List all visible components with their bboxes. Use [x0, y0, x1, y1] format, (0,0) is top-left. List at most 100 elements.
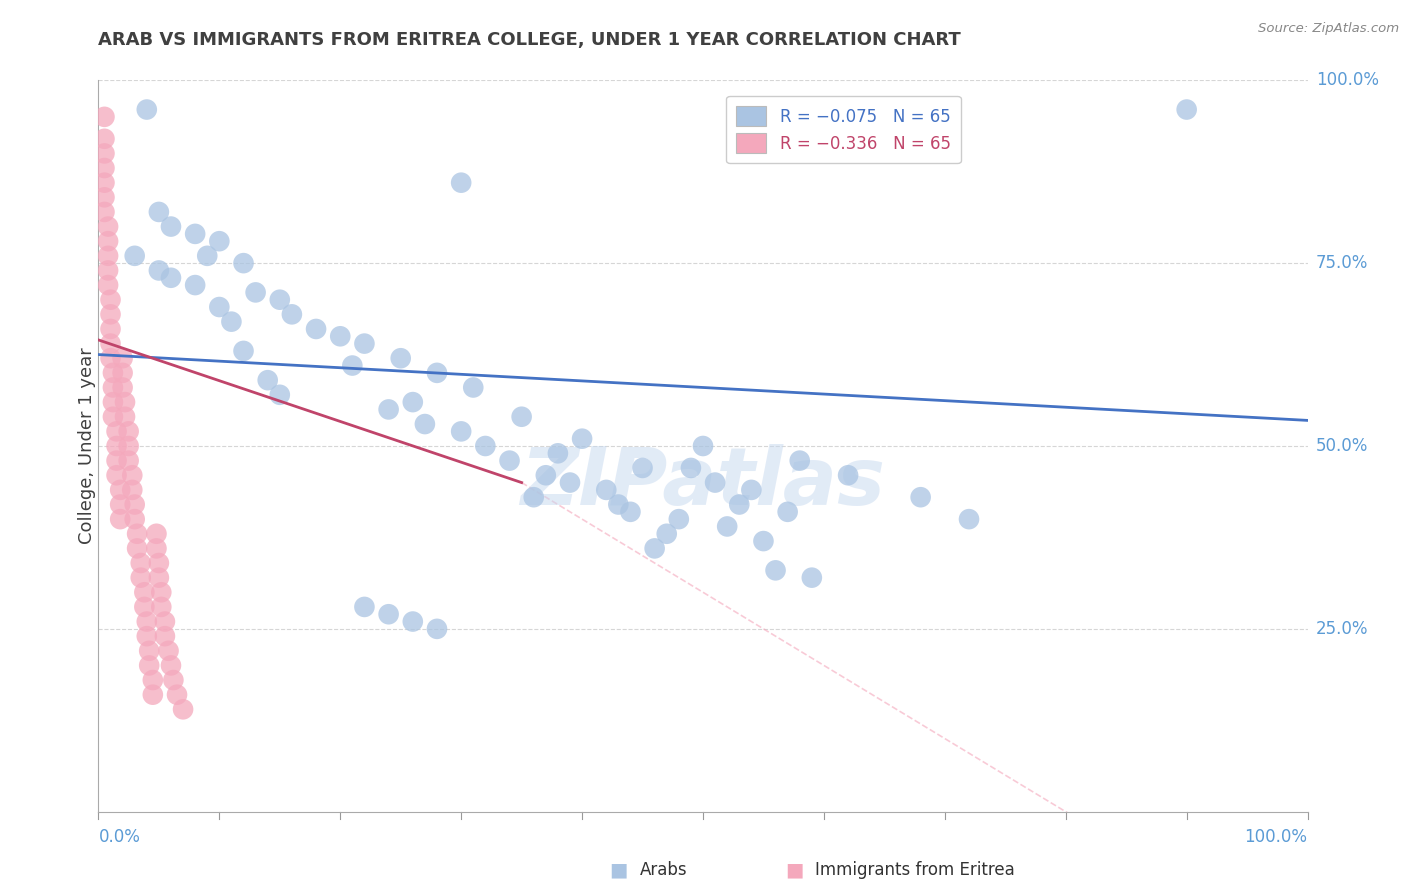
Point	[498, 453, 520, 467]
Point	[607, 498, 630, 512]
Point	[389, 351, 412, 366]
Point	[124, 249, 146, 263]
Text: ■: ■	[609, 860, 628, 880]
Point	[162, 673, 184, 687]
Point	[166, 688, 188, 702]
Point	[127, 541, 149, 556]
Point	[93, 190, 115, 204]
Point	[221, 315, 243, 329]
Point	[105, 468, 128, 483]
Point	[142, 673, 165, 687]
Text: 100.0%: 100.0%	[1316, 71, 1379, 89]
Point	[740, 483, 762, 497]
Text: Immigrants from Eritrea: Immigrants from Eritrea	[815, 861, 1015, 879]
Point	[329, 329, 352, 343]
Point	[134, 585, 156, 599]
Text: Arabs: Arabs	[640, 861, 688, 879]
Point	[118, 453, 141, 467]
Point	[138, 644, 160, 658]
Point	[571, 432, 593, 446]
Point	[145, 526, 167, 541]
Point	[523, 490, 546, 504]
Point	[135, 629, 157, 643]
Point	[631, 461, 654, 475]
Point	[93, 146, 115, 161]
Point	[129, 571, 152, 585]
Point	[402, 615, 425, 629]
Point	[135, 615, 157, 629]
Text: ZIPatlas: ZIPatlas	[520, 443, 886, 522]
Point	[510, 409, 533, 424]
Point	[118, 439, 141, 453]
Point	[148, 205, 170, 219]
Point	[138, 658, 160, 673]
Text: 100.0%: 100.0%	[1244, 829, 1308, 847]
Point	[101, 380, 124, 394]
Point	[93, 205, 115, 219]
Y-axis label: College, Under 1 year: College, Under 1 year	[79, 348, 96, 544]
Point	[692, 439, 714, 453]
Point	[377, 607, 399, 622]
Legend: R = −0.075   N = 65, R = −0.336   N = 65: R = −0.075 N = 65, R = −0.336 N = 65	[727, 96, 960, 163]
Point	[111, 351, 134, 366]
Text: Source: ZipAtlas.com: Source: ZipAtlas.com	[1258, 22, 1399, 36]
Point	[93, 132, 115, 146]
Point	[547, 446, 569, 460]
Point	[114, 395, 136, 409]
Point	[124, 512, 146, 526]
Point	[108, 483, 131, 497]
Point	[121, 468, 143, 483]
Point	[148, 556, 170, 570]
Point	[752, 534, 775, 549]
Point	[450, 176, 472, 190]
Point	[97, 234, 120, 248]
Point	[150, 599, 173, 614]
Point	[108, 498, 131, 512]
Point	[150, 585, 173, 599]
Point	[97, 278, 120, 293]
Point	[100, 336, 122, 351]
Point	[245, 285, 267, 300]
Point	[93, 110, 115, 124]
Point	[679, 461, 702, 475]
Point	[97, 249, 120, 263]
Point	[704, 475, 727, 490]
Point	[172, 702, 194, 716]
Point	[100, 293, 122, 307]
Point	[101, 409, 124, 424]
Point	[413, 417, 436, 431]
Point	[114, 409, 136, 424]
Point	[127, 526, 149, 541]
Point	[426, 366, 449, 380]
Point	[534, 468, 557, 483]
Point	[145, 541, 167, 556]
Point	[232, 256, 254, 270]
Point	[108, 512, 131, 526]
Point	[118, 425, 141, 439]
Point	[558, 475, 581, 490]
Point	[353, 336, 375, 351]
Text: 75.0%: 75.0%	[1316, 254, 1368, 272]
Point	[269, 293, 291, 307]
Point	[595, 483, 617, 497]
Point	[153, 629, 176, 643]
Point	[184, 278, 207, 293]
Point	[97, 219, 120, 234]
Point	[160, 270, 183, 285]
Text: 0.0%: 0.0%	[98, 829, 141, 847]
Point	[129, 556, 152, 570]
Point	[195, 249, 218, 263]
Point	[157, 644, 180, 658]
Point	[208, 234, 231, 248]
Point	[97, 263, 120, 277]
Point	[148, 571, 170, 585]
Point	[377, 402, 399, 417]
Point	[800, 571, 823, 585]
Point	[184, 227, 207, 241]
Point	[450, 425, 472, 439]
Point	[342, 359, 364, 373]
Point	[121, 483, 143, 497]
Point	[208, 300, 231, 314]
Point	[765, 563, 787, 577]
Point	[111, 366, 134, 380]
